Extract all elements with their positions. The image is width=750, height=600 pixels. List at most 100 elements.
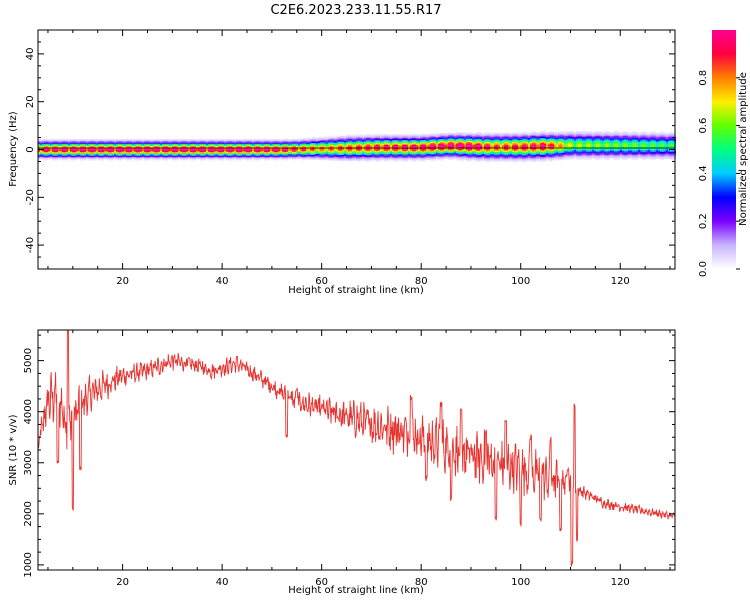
heat-cell [458,152,460,154]
heat-cell [438,155,440,158]
heat-cell [220,153,222,155]
heat-cell [470,144,472,146]
heat-cell [526,155,528,157]
heat-cell [320,157,322,159]
heat-cell [40,149,42,151]
heat-cell [424,142,426,144]
heat-cell [316,141,318,144]
heat-cell [460,157,462,159]
heat-cell [422,159,424,161]
heat-cell [72,140,74,142]
heat-cell [402,159,404,161]
heat-cell [430,159,432,162]
heat-cell [164,149,166,151]
heat-cell [126,156,128,159]
heat-cell [256,146,258,148]
heat-cell [488,148,490,150]
heat-cell [466,137,468,139]
heat-cell [366,152,368,154]
heat-cell [438,148,440,150]
heat-cell [434,158,436,160]
heat-cell [134,155,136,157]
heat-cell [182,142,184,144]
heat-cell [462,159,464,161]
heat-cell [254,140,256,142]
heat-cell [494,154,496,156]
heat-cell [444,139,446,142]
heat-cell [516,155,518,157]
heat-cell [282,146,284,148]
heat-cell [292,141,294,143]
heat-cell [404,143,406,145]
heat-cell [382,137,384,139]
heat-cell [460,136,462,139]
heat-cell [312,141,314,144]
heat-cell [450,149,452,151]
heat-cell [146,145,148,147]
heat-cell [98,155,100,157]
heat-cell [500,157,502,160]
heat-cell [190,150,192,153]
heat-cell [332,143,334,146]
heat-cell [516,145,518,148]
heat-cell [198,152,200,154]
heat-cell [94,148,96,150]
heat-cell [340,154,342,157]
heat-cell [258,146,260,148]
heat-cell [350,145,352,147]
heat-cell [132,148,134,150]
heat-cell [530,143,532,145]
heat-cell [514,133,516,136]
heat-cell [470,139,472,142]
heat-cell [50,152,52,154]
heat-cell [444,150,446,152]
heat-cell [326,153,328,155]
heat-cell [116,148,118,150]
heat-cell [514,160,516,162]
heat-cell [200,141,202,143]
heat-cell [162,153,164,155]
heat-cell [368,139,370,141]
heat-cell [114,150,116,153]
heat-cell [70,139,72,141]
heat-cell [336,157,338,159]
heat-cell [512,154,514,156]
heat-cell [454,134,456,136]
heat-cell [98,141,100,143]
heat-cell [526,148,528,150]
heat-cell [172,156,174,159]
heat-cell [144,154,146,156]
heat-cell [116,143,118,146]
heat-cell [430,141,432,144]
heat-cell [328,156,330,158]
heat-cell [176,148,178,150]
heat-cell [464,134,466,136]
heat-cell [140,154,142,156]
heat-cell [468,132,470,134]
heat-cell [334,143,336,146]
heat-cell [480,153,482,155]
heat-cell [82,159,84,161]
heat-cell [348,147,350,150]
heat-cell [486,150,488,152]
heat-cell [360,139,362,141]
heat-cell [312,146,314,148]
heat-cell [506,157,508,160]
heat-cell [94,149,96,151]
heat-cell [380,150,382,153]
heat-cell [392,146,394,148]
heat-cell [278,154,280,156]
heat-cell [494,145,496,148]
heat-cell [278,156,280,159]
heat-cell [122,145,124,147]
heat-cell [432,137,434,139]
heat-cell [298,153,300,155]
heat-cell [170,153,172,155]
heat-cell [312,143,314,145]
heat-cell [358,134,360,136]
heat-cell [304,152,306,154]
heat-cell [380,149,382,151]
heat-cell [290,155,292,157]
heat-cell [342,135,344,138]
heat-cell [350,151,352,153]
